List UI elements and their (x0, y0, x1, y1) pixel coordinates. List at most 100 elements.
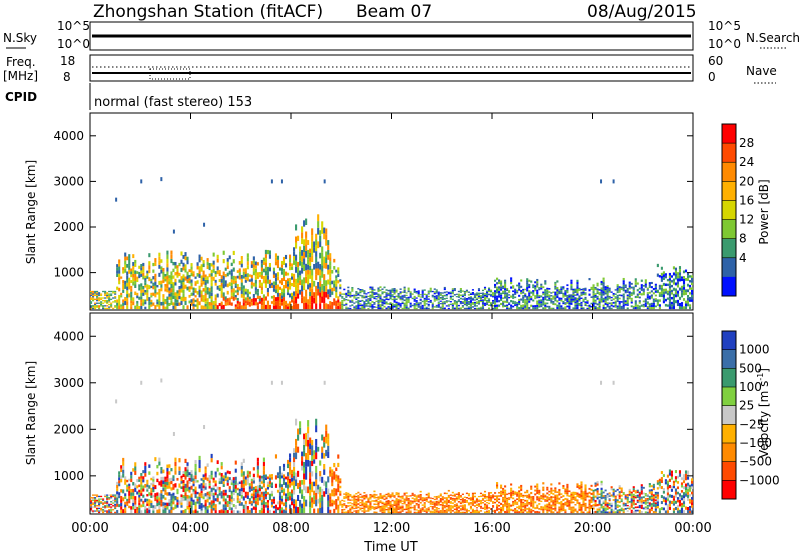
power-echo-cell (104, 299, 107, 302)
power-echo-cell (658, 284, 661, 288)
power-echo-cell (226, 298, 229, 302)
power-echo-cell (483, 297, 487, 300)
power-echo-cell (309, 287, 312, 292)
velocity-echo-cell (560, 500, 563, 503)
velocity-echo-cell (256, 457, 259, 462)
power-echo-cell (646, 307, 649, 310)
power-echo-cell (248, 304, 251, 307)
power-echo-cell (548, 299, 551, 301)
power-echo-cell (570, 279, 573, 282)
velocity-echo-cell (192, 483, 195, 487)
velocity-echo-cell (357, 499, 360, 502)
power-echo-cell (395, 298, 398, 301)
power-echo-cell (373, 306, 376, 308)
power-echo-cell (144, 292, 147, 295)
velocity-echo-cell (144, 509, 147, 514)
velocity-echo-cell (471, 502, 474, 505)
power-echo-cell (682, 306, 686, 310)
velocity-echo-cell (104, 507, 107, 510)
power-echo-cell (620, 307, 623, 310)
power-echo-cell (230, 285, 233, 290)
power-echo-cell (510, 277, 513, 280)
power-echo-cell (387, 306, 390, 308)
power-echo-cell (98, 297, 101, 299)
power-echo-cell (118, 259, 121, 263)
power-echo-cell (522, 298, 525, 300)
velocity-echo-cell (369, 506, 372, 508)
velocity-echo-cell (417, 505, 420, 507)
power-echo-cell (321, 296, 324, 303)
power-echo-cell (632, 293, 635, 295)
velocity-echo-cell (504, 493, 507, 497)
velocity-echo-cell (381, 501, 384, 503)
velocity-echo-cell (455, 507, 458, 509)
power-echo-cell (441, 301, 444, 303)
power-echo-cell (485, 293, 489, 295)
power-echo-cell (469, 306, 472, 308)
velocity-echo-cell (431, 510, 434, 512)
power-echo-cell (423, 299, 426, 301)
velocity-echo-cell (451, 491, 454, 494)
velocity-echo-cell (230, 479, 233, 483)
velocity-echo-cell (218, 501, 221, 505)
power-echo-cell (337, 267, 340, 271)
power-echo-cell (558, 307, 561, 310)
power-echo-cell (469, 302, 472, 304)
velocity-echo-cell (373, 497, 376, 499)
power-echo-cell (451, 295, 454, 298)
velocity-echo-cell (280, 510, 284, 514)
power-echo-cell (514, 288, 517, 291)
velocity-echo-cell (317, 489, 320, 495)
power-echo-cell (182, 274, 185, 279)
power-echo-cell (672, 278, 675, 282)
power-echo-cell (646, 293, 649, 296)
power-echo-cell (443, 286, 446, 289)
velocity-echo-cell (202, 496, 205, 500)
velocity-echo-cell (534, 501, 537, 504)
power-echo-cell (351, 294, 354, 297)
power-echo-cell (544, 282, 547, 285)
power-echo-cell (202, 288, 205, 292)
power-echo-cell (286, 286, 290, 290)
velocity-echo-cell (266, 507, 269, 511)
power-echo-cell (660, 287, 663, 291)
velocity-echo-cell (502, 505, 505, 508)
velocity-echo-cell (487, 493, 491, 496)
velocity-echo-cell (375, 507, 378, 510)
velocity-echo-cell (158, 461, 161, 466)
velocity-echo-cell (471, 508, 474, 511)
velocity-echo-cell (520, 486, 523, 489)
power-colorbar-segment (722, 276, 736, 297)
power-echo-cell (572, 290, 575, 293)
power-echo-cell (602, 279, 605, 283)
power-echo-cell (469, 304, 472, 306)
velocity-echo-cell (471, 497, 474, 499)
velocity-echo-cell (445, 501, 448, 503)
power-echo-cell (592, 286, 595, 289)
power-echo-cell (409, 304, 412, 306)
power-echo-cell (228, 297, 231, 302)
velocity-echo-cell (252, 467, 255, 471)
power-echo-cell (648, 285, 651, 288)
power-echo-cell (494, 304, 497, 307)
power-echo-cell (662, 294, 665, 298)
power-echo-cell (307, 304, 310, 310)
velocity-echo-cell (313, 454, 316, 460)
velocity-echo-cell (102, 506, 105, 508)
power-echo-cell (552, 302, 555, 304)
velocity-echo-cell (186, 505, 189, 510)
power-echo-cell (397, 294, 400, 296)
power-echo-cell (558, 305, 561, 308)
power-echo-cell (377, 301, 380, 303)
velocity-echo-cell (481, 499, 485, 501)
velocity-echo-cell (407, 497, 410, 500)
power-echo-cell (489, 289, 493, 292)
velocity-echo-cell (405, 511, 408, 514)
power-echo-cell (600, 300, 603, 303)
velocity-echo-cell (540, 495, 543, 497)
power-echo-cell (254, 268, 257, 273)
power-echo-cell (258, 285, 261, 288)
velocity-echo-cell (190, 501, 193, 506)
velocity-echo-cell (188, 504, 191, 508)
velocity-echo-cell (309, 449, 312, 455)
